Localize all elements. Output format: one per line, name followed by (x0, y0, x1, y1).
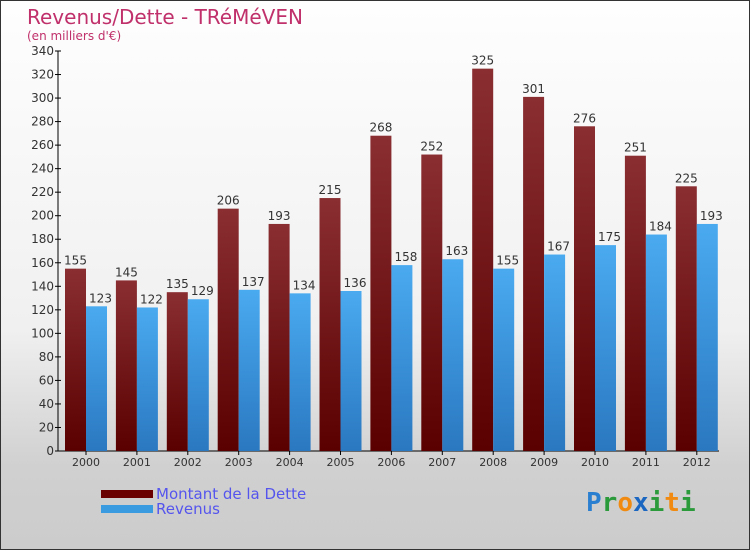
legend-swatch-dette (101, 490, 153, 498)
y-tick-label: 280 (31, 115, 54, 129)
data-label: 206 (217, 194, 240, 208)
bar-dette (65, 268, 86, 451)
x-tick-label: 2002 (174, 456, 202, 469)
data-label: 129 (191, 284, 214, 298)
data-label: 268 (369, 121, 392, 135)
chart-title: Revenus/Dette - TRéMéVEN (27, 5, 303, 29)
data-label: 155 (64, 254, 87, 268)
x-tick-label: 2001 (123, 456, 151, 469)
data-label: 251 (624, 141, 647, 155)
data-label: 134 (293, 278, 316, 292)
data-label: 122 (140, 292, 163, 306)
data-label: 135 (166, 277, 189, 291)
y-tick-label: 340 (31, 44, 54, 58)
y-tick-label: 180 (31, 232, 54, 246)
bar-revenus (595, 245, 616, 451)
bar-revenus (544, 254, 566, 451)
data-label: 175 (598, 230, 621, 244)
bar-revenus (442, 259, 464, 451)
y-tick-label: 260 (31, 138, 54, 152)
x-tick-label: 2006 (377, 456, 405, 469)
x-tick-label: 2008 (479, 456, 507, 469)
data-label: 325 (471, 54, 494, 68)
data-label: 184 (649, 220, 672, 234)
legend-label-dette: Montant de la Dette (156, 485, 307, 503)
bar-revenus (696, 223, 718, 451)
y-tick-label: 120 (31, 303, 54, 317)
chart-subtitle: (en milliers d'€) (27, 29, 122, 43)
bar-revenus (238, 289, 260, 451)
data-label: 163 (445, 244, 468, 258)
data-label: 193 (268, 209, 291, 223)
y-tick-label: 0 (46, 444, 54, 458)
data-label: 276 (573, 111, 596, 125)
bar-revenus (187, 299, 209, 451)
y-tick-label: 160 (31, 256, 54, 270)
y-tick-label: 320 (31, 68, 54, 82)
bar-dette (675, 186, 697, 451)
bar-revenus (289, 293, 311, 451)
bar-dette (472, 68, 494, 451)
y-tick-label: 80 (39, 350, 54, 364)
y-tick-label: 20 (39, 420, 54, 434)
data-label: 136 (344, 276, 367, 290)
data-label: 167 (547, 240, 570, 254)
data-label: 145 (115, 265, 138, 279)
bar-revenus (136, 307, 158, 451)
data-label: 215 (319, 183, 342, 197)
legend-label-revenus: Revenus (156, 500, 220, 518)
bar-dette (268, 223, 290, 451)
bar-revenus (391, 265, 413, 451)
x-tick-label: 2007 (428, 456, 456, 469)
bar-dette (115, 280, 137, 451)
data-label: 252 (420, 140, 443, 154)
bar-dette (421, 154, 443, 451)
x-tick-label: 2000 (72, 456, 100, 469)
x-tick-label: 2004 (276, 456, 304, 469)
x-tick-label: 2003 (225, 456, 253, 469)
y-tick-label: 220 (31, 185, 54, 199)
data-label: 158 (394, 250, 417, 264)
y-tick-label: 140 (31, 279, 54, 293)
data-label: 155 (496, 254, 519, 268)
bar-dette (217, 208, 239, 451)
data-label: 225 (675, 171, 698, 185)
bar-dette (166, 292, 188, 451)
data-label: 301 (522, 82, 545, 96)
bar-dette (523, 96, 545, 451)
data-label: 123 (89, 291, 112, 305)
y-tick-label: 240 (31, 162, 54, 176)
y-tick-label: 60 (39, 373, 54, 387)
x-tick-label: 2011 (632, 456, 660, 469)
legend-swatch-revenus (101, 505, 153, 513)
y-tick-label: 200 (31, 209, 54, 223)
bar-revenus (340, 291, 362, 451)
x-tick-label: 2012 (683, 456, 711, 469)
x-tick-label: 2005 (327, 456, 355, 469)
x-tick-label: 2009 (530, 456, 558, 469)
bar-revenus (645, 234, 667, 451)
proxiti-logo: Proxiti (586, 488, 696, 518)
y-tick-label: 300 (31, 91, 54, 105)
x-tick-label: 2010 (581, 456, 609, 469)
data-label: 193 (700, 209, 723, 223)
bar-dette (370, 135, 392, 452)
bar-revenus (86, 306, 107, 451)
bar-dette (319, 198, 341, 451)
data-label: 137 (242, 275, 265, 289)
bar-dette (624, 155, 646, 452)
bar-revenus (493, 268, 515, 451)
bar-dette (574, 126, 595, 451)
y-tick-label: 40 (39, 397, 54, 411)
y-tick-label: 100 (31, 326, 54, 340)
